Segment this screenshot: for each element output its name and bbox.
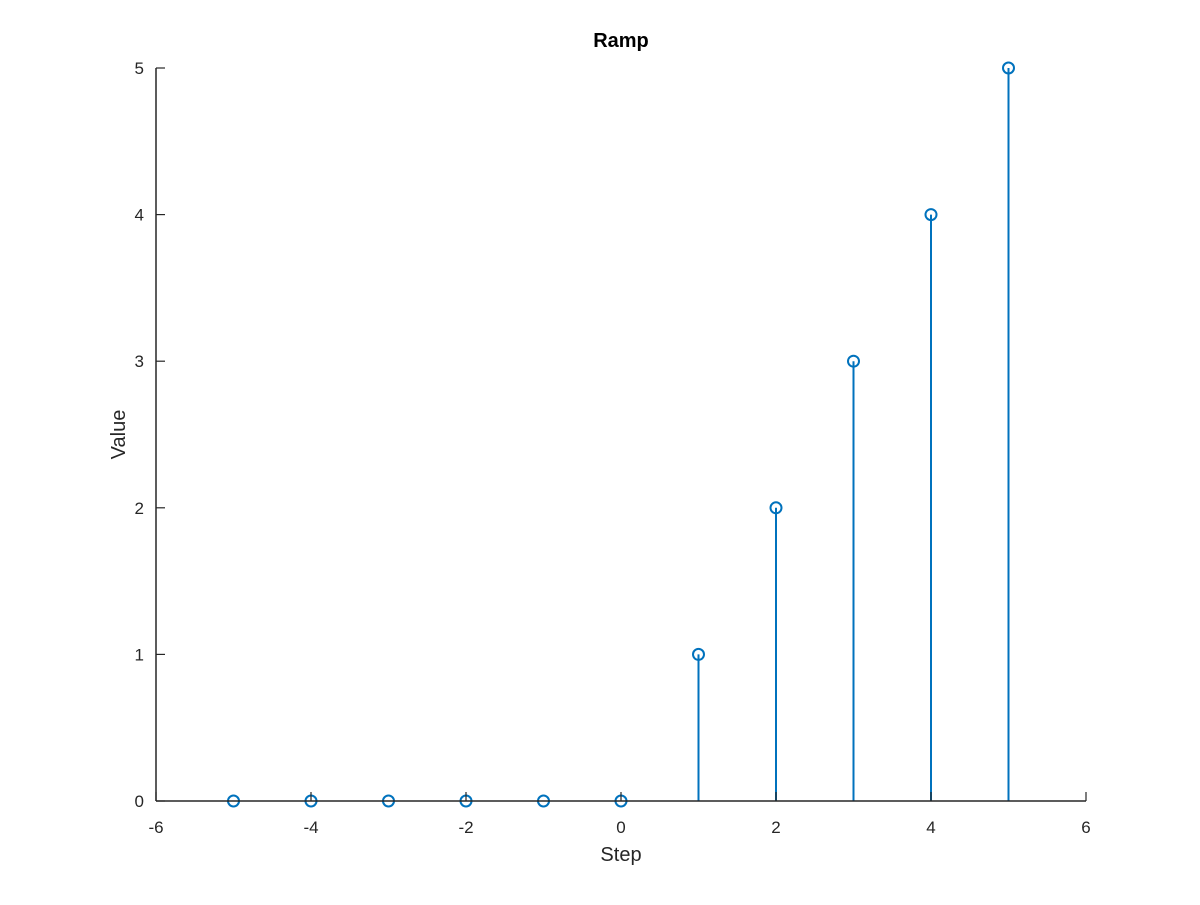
x-axis-label: Step	[600, 844, 641, 866]
x-tick-label: -6	[148, 818, 163, 837]
y-tick-label: 2	[135, 499, 144, 518]
x-tick-label: -2	[458, 818, 473, 837]
y-tick-label: 4	[135, 206, 144, 225]
y-axis-label: Value	[108, 410, 130, 460]
x-tick-label: 6	[1081, 818, 1090, 837]
stem-marker	[924, 208, 938, 222]
y-tick-label: 5	[135, 59, 144, 78]
stem-series	[227, 61, 1015, 808]
x-tick-label: -4	[303, 818, 318, 837]
stem-marker	[769, 501, 783, 515]
stem-marker	[692, 647, 705, 661]
x-axis-ticks: -6 -4 -2 0 2 4 6	[148, 792, 1091, 837]
y-tick-label: 0	[135, 792, 144, 811]
x-tick-label: 2	[771, 818, 780, 837]
y-axis-ticks: 0 1 2 3 4 5	[135, 59, 165, 811]
chart-title: Ramp	[593, 30, 649, 52]
stem-marker	[847, 354, 860, 368]
stem-marker	[1002, 61, 1015, 75]
axes	[155, 68, 1086, 802]
y-tick-label: 1	[135, 645, 144, 664]
y-tick-label: 3	[135, 352, 144, 371]
x-tick-label: 0	[616, 818, 625, 837]
x-tick-label: 4	[926, 818, 935, 837]
